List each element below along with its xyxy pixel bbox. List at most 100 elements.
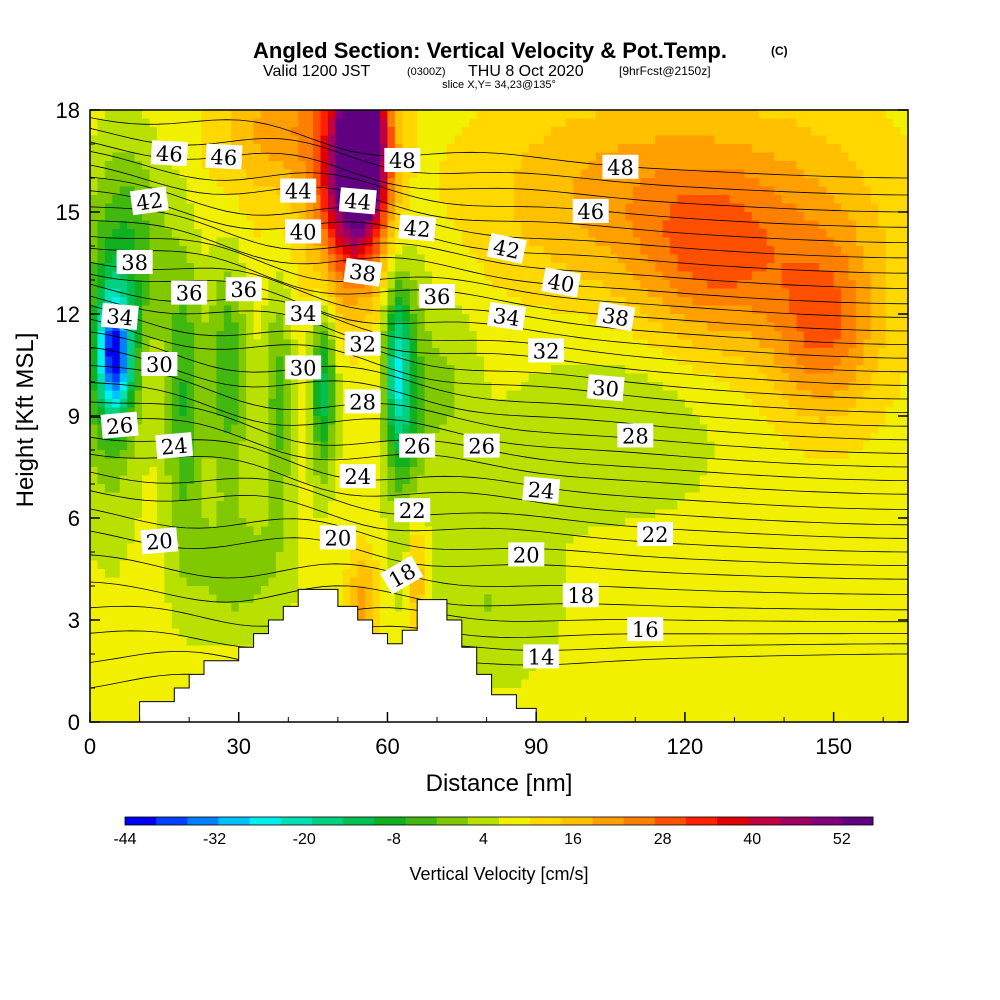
velocity-cell (432, 331, 441, 341)
velocity-cell (171, 390, 180, 400)
velocity-cell (261, 161, 270, 171)
velocity-cell (647, 382, 656, 392)
velocity-cell (588, 152, 597, 162)
velocity-cell (632, 314, 641, 324)
velocity-cell (90, 331, 99, 341)
velocity-cell (714, 450, 723, 460)
velocity-cell (283, 399, 292, 409)
velocity-cell (714, 288, 723, 298)
velocity-cell (112, 280, 121, 290)
velocity-cell (320, 348, 329, 358)
velocity-cell (90, 144, 99, 154)
velocity-cell (885, 110, 894, 120)
velocity-cell (313, 424, 322, 434)
velocity-cell (521, 297, 530, 307)
velocity-cell (357, 314, 366, 324)
velocity-cell (863, 263, 872, 273)
velocity-cell (275, 484, 284, 494)
velocity-cell (134, 152, 143, 162)
velocity-cell (677, 127, 686, 137)
velocity-cell (499, 356, 508, 366)
velocity-cell (327, 373, 336, 383)
velocity-cell (491, 356, 500, 366)
velocity-cell (387, 416, 396, 426)
velocity-cell (320, 220, 329, 230)
velocity-cell (885, 356, 894, 366)
velocity-cell (119, 399, 128, 409)
velocity-cell (803, 246, 812, 256)
velocity-cell (261, 152, 270, 162)
velocity-cell (573, 229, 582, 239)
velocity-cell (707, 118, 716, 128)
velocity-cell (766, 118, 775, 128)
velocity-cell (290, 271, 299, 281)
velocity-cell (461, 407, 470, 417)
velocity-cell (588, 433, 597, 443)
velocity-cell (313, 135, 322, 145)
velocity-cell (744, 373, 753, 383)
velocity-cell (476, 237, 485, 247)
velocity-cell (290, 212, 299, 222)
velocity-cell (238, 271, 247, 281)
velocity-cell (699, 484, 708, 494)
velocity-cell (394, 127, 403, 137)
velocity-cell (208, 365, 218, 375)
velocity-cell (885, 254, 894, 264)
velocity-cell (216, 297, 225, 307)
velocity-cell (194, 339, 203, 349)
velocity-cell (394, 297, 403, 307)
velocity-cell (580, 263, 589, 273)
velocity-cell (208, 271, 218, 281)
velocity-cell (394, 186, 403, 196)
velocity-cell (900, 450, 908, 460)
velocity-cell (766, 382, 775, 392)
velocity-cell (439, 365, 448, 375)
velocity-cell (573, 416, 582, 426)
velocity-cell (342, 169, 351, 179)
velocity-cell (870, 271, 879, 281)
subtitle-prefix: Valid 1200 JST (263, 63, 371, 80)
velocity-cell (142, 220, 151, 230)
velocity-cell (551, 152, 560, 162)
velocity-cell (536, 407, 545, 417)
velocity-cell (491, 229, 500, 239)
velocity-cell (119, 356, 128, 366)
velocity-cell (119, 127, 128, 137)
velocity-cell (863, 390, 872, 400)
velocity-cell (513, 220, 522, 230)
velocity-cell (692, 297, 701, 307)
velocity-cell (506, 399, 515, 409)
velocity-cell (521, 441, 530, 451)
velocity-cell (826, 458, 835, 468)
velocity-cell (625, 144, 634, 154)
velocity-cell (186, 475, 195, 485)
velocity-cell (655, 229, 664, 239)
velocity-cell (446, 152, 455, 162)
velocity-cell (97, 288, 106, 298)
velocity-cell (513, 152, 522, 162)
velocity-cell (662, 271, 671, 281)
velocity-cell (90, 399, 99, 409)
velocity-cell (380, 382, 389, 392)
velocity-cell (766, 373, 775, 383)
velocity-cell (194, 441, 203, 451)
velocity-cell (342, 450, 351, 460)
velocity-cell (119, 144, 128, 154)
velocity-cell (246, 127, 255, 137)
velocity-cell (461, 356, 470, 366)
velocity-cell (454, 135, 463, 145)
velocity-cell (647, 458, 656, 468)
velocity-cell (253, 475, 262, 485)
velocity-cell (818, 399, 827, 409)
velocity-cell (536, 416, 545, 426)
velocity-cell (662, 152, 671, 162)
velocity-cell (692, 186, 701, 196)
velocity-cell (722, 356, 731, 366)
velocity-cell (335, 399, 344, 409)
velocity-cell (647, 450, 656, 460)
velocity-cell (855, 399, 864, 409)
velocity-cell (119, 178, 128, 188)
velocity-cell (446, 263, 455, 273)
velocity-cell (186, 322, 195, 332)
velocity-cell (298, 331, 307, 341)
